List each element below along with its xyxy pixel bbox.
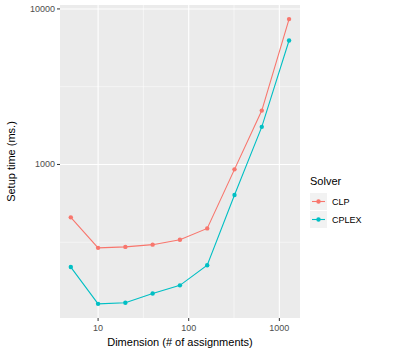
point <box>123 301 127 305</box>
axis-title: Dimension (# of assignments) <box>107 336 253 348</box>
background <box>0 0 400 355</box>
chart: 10 100 1000 1000 10000 Dimension (# of assign… <box>0 0 400 355</box>
tick-label: 10 <box>93 323 103 333</box>
point <box>96 246 100 250</box>
minor-grid-line <box>60 86 300 87</box>
tick <box>188 318 189 321</box>
point <box>260 125 264 129</box>
legend-title: Solver <box>310 175 342 187</box>
series-line <box>71 19 289 248</box>
legend-key <box>310 211 327 228</box>
grid-line <box>188 5 189 318</box>
minor-grid-line <box>234 5 235 318</box>
point <box>150 291 154 295</box>
series-line <box>71 40 289 303</box>
grid-line <box>60 8 300 9</box>
minor-grid-line <box>143 5 144 318</box>
grid-line <box>60 164 300 165</box>
tick <box>57 164 60 165</box>
point <box>232 193 236 197</box>
grid-line <box>98 5 99 318</box>
tick-label: 100 <box>181 323 196 333</box>
data <box>69 17 292 306</box>
grid <box>60 5 300 318</box>
point <box>232 167 236 171</box>
point <box>69 215 73 219</box>
point <box>205 226 209 230</box>
point <box>287 38 291 42</box>
legend: Solver CLP CPLEX <box>310 175 362 228</box>
legend-marker <box>316 199 320 203</box>
tick-label: 1000 <box>269 323 289 333</box>
point <box>96 302 100 306</box>
axes: 10 100 1000 1000 10000 Dimension (# of assign… <box>5 4 289 348</box>
point <box>178 238 182 242</box>
tick <box>57 8 60 9</box>
tick <box>98 318 99 321</box>
legend-marker <box>316 217 320 221</box>
legend-label: CLP <box>332 197 350 207</box>
point <box>69 265 73 269</box>
legend-label: CPLEX <box>332 215 362 225</box>
point <box>123 245 127 249</box>
tick-label: 10000 <box>30 4 55 14</box>
point <box>205 263 209 267</box>
point <box>150 242 154 246</box>
axis-title: Setup time (ms.) <box>5 121 17 202</box>
legend-key <box>310 193 327 210</box>
tick <box>279 318 280 321</box>
point <box>287 17 291 21</box>
tick-label: 1000 <box>35 159 55 169</box>
point <box>260 108 264 112</box>
point <box>178 283 182 287</box>
plot-panel <box>60 5 300 318</box>
